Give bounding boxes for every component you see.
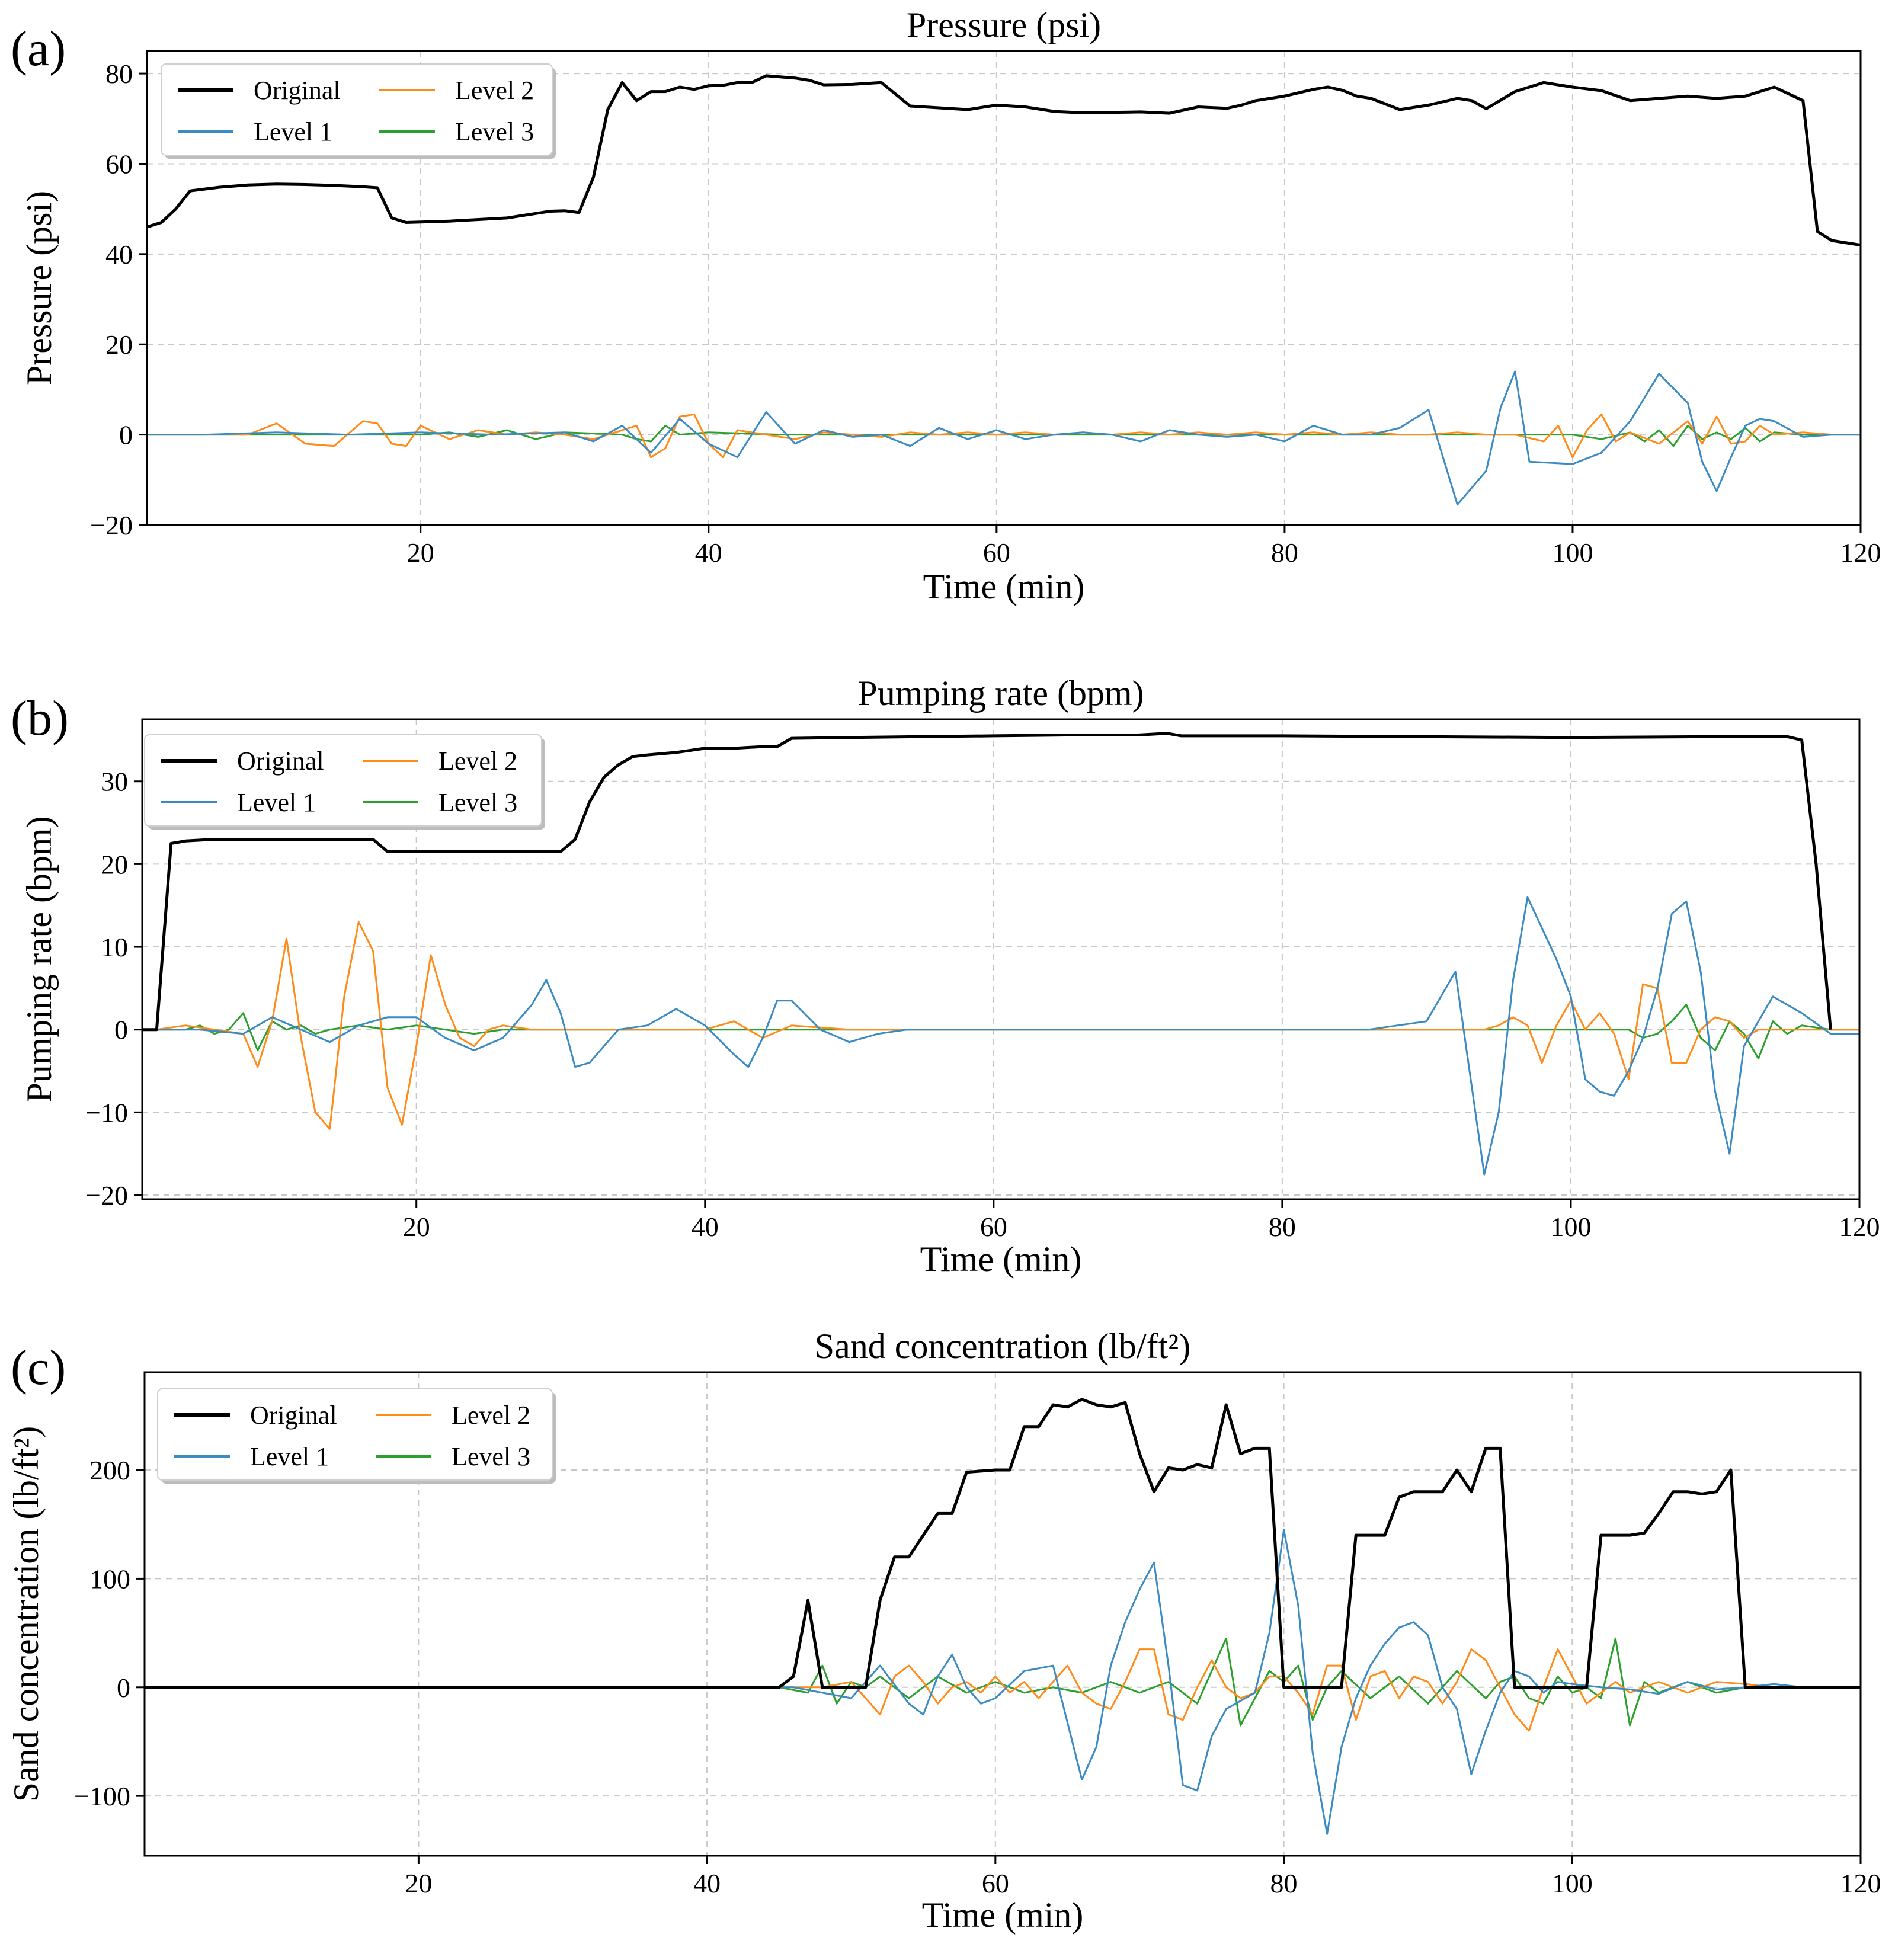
x-tick-label: 100 <box>1550 1212 1591 1242</box>
legend-label-original: Original <box>250 1401 337 1430</box>
y-tick-label: 200 <box>89 1455 130 1485</box>
series-line-level-1 <box>147 370 1861 506</box>
y-tick-label: −10 <box>85 1097 128 1128</box>
legend-label-level-1: Level 1 <box>237 788 316 817</box>
panel-label: (b) <box>11 691 69 746</box>
x-axis-label: Time (min) <box>922 1895 1084 1935</box>
panel-label: (a) <box>11 21 66 76</box>
x-tick-label: 120 <box>1839 1212 1880 1242</box>
x-tick-label: 20 <box>407 537 434 568</box>
x-tick-label: 120 <box>1840 537 1881 568</box>
axes-frame <box>143 1371 1862 1857</box>
legend-box <box>144 734 542 827</box>
series-line-level-1 <box>145 1529 1861 1835</box>
series-line-level-1 <box>142 896 1859 1176</box>
x-tick-label: 60 <box>983 537 1010 568</box>
legend-label-level-2: Level 2 <box>455 76 534 105</box>
series-line-original <box>145 1398 1861 1689</box>
series-line-level-2 <box>145 1648 1861 1732</box>
series-line-original <box>142 732 1832 1032</box>
axes-frame <box>141 718 1861 1200</box>
y-tick-label: 100 <box>89 1564 130 1594</box>
x-tick-label: 80 <box>1271 537 1298 568</box>
legend-label-level-1: Level 1 <box>254 117 332 146</box>
legend: Original Level 2 Level 1 Level 3 <box>144 734 545 830</box>
y-tick-label: 20 <box>101 849 128 879</box>
series-group <box>142 732 1859 1176</box>
panel-1: 20 40 60 80 100 120 −20 0 20 40 60 80 Pressure (psi)… <box>11 5 1881 606</box>
x-tick-label: 100 <box>1552 1868 1593 1898</box>
panel-2: 20 40 60 80 100 120 −20 −10 0 10 20 30 Pumping rate … <box>11 674 1880 1279</box>
x-tick-label: 80 <box>1270 1868 1298 1898</box>
legend-box <box>161 63 553 156</box>
y-tick-label: 80 <box>105 59 133 89</box>
y-tick-label: 40 <box>105 239 133 270</box>
y-tick-label: 30 <box>101 767 128 797</box>
legend-box <box>157 1388 553 1481</box>
legend-label-level-1: Level 1 <box>250 1442 329 1471</box>
y-axis-label: Pressure (psi) <box>20 191 59 385</box>
series-group <box>147 74 1861 506</box>
x-tick-label: 40 <box>693 1868 721 1898</box>
y-axis-label: Sand concentration (lb/ft²) <box>7 1426 46 1802</box>
legend-label-level-3: Level 3 <box>455 117 534 146</box>
series-line-original <box>147 74 1861 247</box>
y-tick-label: 0 <box>119 420 133 450</box>
y-axis-label: Pumping rate (bpm) <box>20 816 59 1102</box>
legend: Original Level 2 Level 1 Level 3 <box>157 1388 556 1484</box>
legend-label-level-2: Level 2 <box>438 747 517 776</box>
x-tick-label: 120 <box>1840 1868 1881 1898</box>
x-axis-label: Time (min) <box>923 567 1085 606</box>
series-group <box>145 1398 1861 1835</box>
legend-label-level-3: Level 3 <box>438 788 517 817</box>
y-tick-label: 10 <box>101 932 128 962</box>
x-tick-label: 40 <box>692 1212 719 1242</box>
y-tick-label: 20 <box>105 329 133 360</box>
panel-3: 20 40 60 80 100 120 −100 0 100 200 Sand concentrat… <box>7 1327 1881 1935</box>
y-tick-label: 0 <box>114 1015 128 1045</box>
x-tick-label: 80 <box>1269 1212 1296 1242</box>
axes-frame <box>146 50 1862 526</box>
x-tick-label: 60 <box>980 1212 1007 1242</box>
y-tick-label: −20 <box>85 1180 128 1210</box>
series-line-level-2 <box>142 921 1859 1130</box>
legend-label-original: Original <box>237 747 324 776</box>
y-tick-label: 0 <box>117 1673 130 1703</box>
y-tick-label: −20 <box>90 510 133 540</box>
series-line-level-2 <box>147 413 1861 459</box>
chart-title: Pressure (psi) <box>907 5 1101 44</box>
x-tick-label: 60 <box>982 1868 1009 1898</box>
y-tick-label: 60 <box>105 149 133 179</box>
series-line-level-3 <box>145 1637 1861 1727</box>
x-axis-label: Time (min) <box>920 1240 1082 1279</box>
x-tick-label: 20 <box>405 1868 432 1898</box>
chart-title: Pumping rate (bpm) <box>857 674 1144 713</box>
x-tick-label: 100 <box>1552 537 1593 568</box>
legend-label-level-3: Level 3 <box>452 1442 530 1471</box>
legend-label-original: Original <box>254 76 341 105</box>
legend: Original Level 2 Level 1 Level 3 <box>161 63 556 159</box>
legend-label-level-2: Level 2 <box>452 1401 530 1430</box>
x-tick-label: 20 <box>403 1212 430 1242</box>
chart-title: Sand concentration (lb/ft²) <box>815 1327 1190 1366</box>
panel-label: (c) <box>11 1340 66 1395</box>
x-tick-label: 40 <box>695 537 722 568</box>
y-tick-label: −100 <box>74 1781 130 1811</box>
